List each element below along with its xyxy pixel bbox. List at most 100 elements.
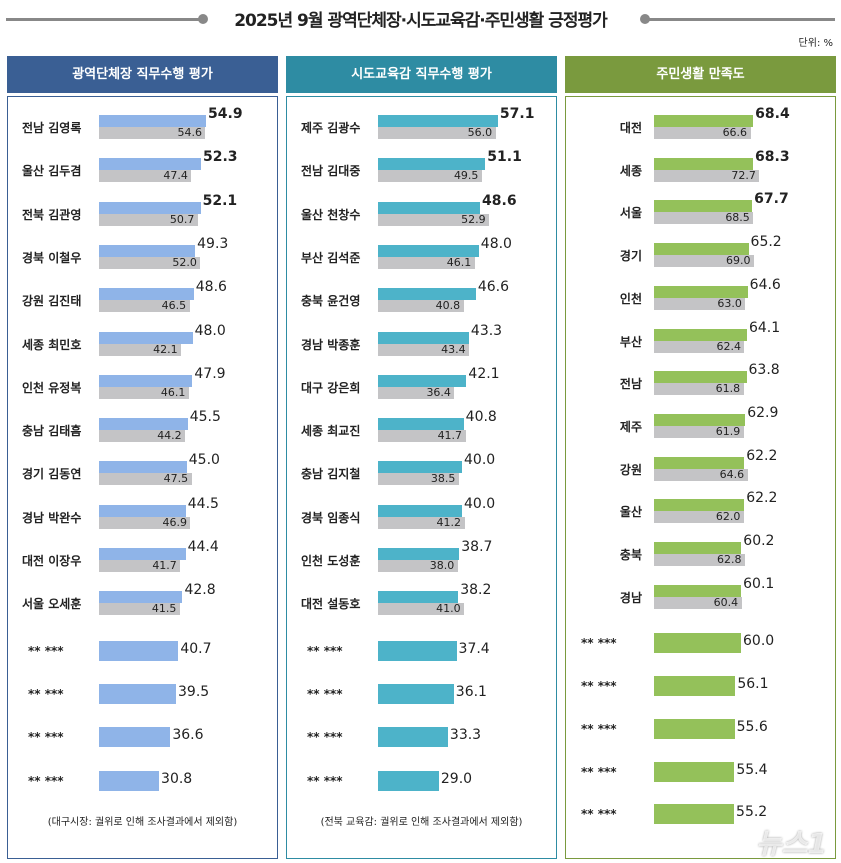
- value-label-previous: 42.1: [153, 342, 178, 356]
- value-label-previous: 69.0: [726, 254, 751, 268]
- bar-current: [99, 201, 201, 214]
- panel-1: 광역단체장 직무수행 평가 전남 김영록 54.9 54.6 울산 김두겸 52.…: [7, 56, 278, 859]
- bar-current: [654, 328, 747, 341]
- value-label-current: 68.4: [755, 106, 790, 122]
- title-dot-right: [640, 14, 650, 24]
- value-label-current: 44.4: [187, 539, 219, 555]
- value-label-current: 52.1: [202, 192, 238, 209]
- bar-current: [654, 115, 754, 127]
- category-label: ** ***: [28, 686, 64, 701]
- value-label-current: 45.0: [188, 452, 220, 469]
- bar-previous: [99, 560, 181, 572]
- value-label-current: 54.9: [208, 106, 243, 122]
- bar-current: [654, 542, 742, 554]
- panel-header: 주민생활 만족도: [565, 56, 836, 93]
- category-label: ** ***: [307, 643, 343, 658]
- value-label-current: 65.2: [750, 234, 782, 251]
- value-label-previous: 50.7: [169, 212, 195, 226]
- category-label: ** ***: [307, 686, 343, 701]
- value-label-previous: 41.2: [436, 515, 462, 529]
- unit-label: 단위: %: [798, 38, 833, 49]
- bar-row: ** *** 36.6: [8, 718, 277, 748]
- bar-row: 서울 오세훈 42.8 41.5: [8, 582, 277, 618]
- value-label-previous: 36.4: [426, 385, 451, 399]
- bar-row: 제주 김광수 57.1 56.0: [287, 106, 556, 142]
- bar-row: 경남 60.1 60.4: [566, 576, 835, 612]
- bar-previous: [99, 213, 198, 226]
- bar-current: [654, 761, 735, 782]
- category-label: 대전 이장우: [22, 554, 82, 568]
- bar-previous: [654, 511, 744, 524]
- value-label-current: 67.7: [754, 191, 789, 208]
- bar-current: [654, 676, 736, 697]
- category-label: 대전: [619, 121, 642, 135]
- bar-previous: [99, 256, 201, 269]
- bar-row: 대전 설동호 38.2 41.0: [287, 582, 556, 618]
- value-label-current: 56.1: [737, 676, 769, 693]
- value-label-previous: 38.5: [430, 472, 456, 486]
- value-label-current: 37.4: [458, 640, 490, 657]
- bar-previous: [99, 603, 180, 616]
- footnote: (전북 교육감: 궐위로 인해 조사결과에서 제외함): [320, 817, 523, 828]
- value-label-current: 30.8: [161, 770, 193, 787]
- value-label-current: 48.6: [482, 192, 517, 209]
- category-label: 강원: [619, 462, 642, 477]
- value-label-previous: 46.5: [161, 299, 187, 313]
- bar-current: [378, 548, 460, 560]
- value-label-current: 64.6: [749, 276, 781, 293]
- bar-current: [378, 461, 462, 474]
- bar-previous: [378, 170, 482, 183]
- value-label-previous: 44.2: [157, 429, 182, 443]
- category-label: 인천 도성훈: [301, 554, 361, 568]
- value-label-current: 29.0: [440, 770, 473, 787]
- category-label: 전남: [619, 377, 642, 392]
- bar-current: [378, 418, 464, 431]
- bar-row: 인천 도성훈 38.7 38.0: [287, 539, 556, 575]
- category-label: 충남 김지철: [301, 467, 361, 482]
- bar-current: [99, 288, 194, 301]
- bar-row: 세종 최교진 40.8 41.7: [287, 409, 556, 445]
- bar-previous: [378, 300, 464, 313]
- bar-previous: [654, 554, 746, 566]
- bar-current: [378, 504, 462, 517]
- category-label: ** ***: [307, 773, 343, 788]
- bar-previous: [378, 127, 496, 139]
- panel-body: 전남 김영록 54.9 54.6 울산 김두겸 52.3 47.4 전북 김관영 5…: [7, 96, 278, 859]
- value-label-current: 64.1: [748, 319, 781, 336]
- bar-row: 울산 62.2 62.0: [566, 490, 835, 526]
- category-label: 세종 최민호: [22, 337, 82, 352]
- bar-current: [99, 374, 193, 387]
- bar-previous: [378, 603, 465, 616]
- value-label-previous: 52.9: [461, 212, 486, 226]
- category-label: 서울 오세훈: [22, 597, 82, 612]
- category-label: 세종: [619, 163, 642, 178]
- bar-previous: [654, 340, 745, 353]
- value-label-current: 40.8: [465, 409, 497, 426]
- bar-current: [378, 331, 469, 344]
- bar-current: [654, 200, 753, 213]
- bar-current: [99, 504, 186, 517]
- value-label-current: 38.2: [460, 582, 492, 599]
- bar-previous: [654, 127, 751, 139]
- category-label: 제주 김광수: [301, 121, 361, 135]
- bar-row: 서울 67.7 68.5: [566, 191, 835, 227]
- bar-row: ** *** 55.2: [566, 795, 835, 825]
- value-label-current: 39.5: [178, 683, 210, 700]
- bar-row: 부산 64.1 62.4: [566, 320, 835, 356]
- panel-body: 제주 김광수 57.1 56.0 전남 김대중 51.1 49.5 울산 천창수 4…: [286, 96, 557, 859]
- bar-previous: [654, 383, 744, 396]
- value-label-current: 60.1: [743, 575, 775, 592]
- bar-current: [654, 285, 748, 298]
- bar-row: 울산 김두겸 52.3 47.4: [8, 149, 277, 185]
- bar-row: 전북 김관영 52.1 50.7: [8, 193, 277, 229]
- bar-row: 세종 최민호 48.0 42.1: [8, 323, 277, 359]
- bar-previous: [99, 343, 182, 356]
- category-label: 울산 천창수: [301, 207, 361, 222]
- bar-row: 충남 김지철 40.0 38.5: [287, 452, 556, 488]
- category-label: ** ***: [28, 773, 64, 788]
- category-label: 충남 김태흠: [22, 424, 82, 439]
- bar-previous: [99, 430, 186, 443]
- value-label-previous: 47.4: [163, 169, 188, 183]
- value-label-current: 62.9: [747, 404, 779, 421]
- bar-previous: [654, 425, 744, 438]
